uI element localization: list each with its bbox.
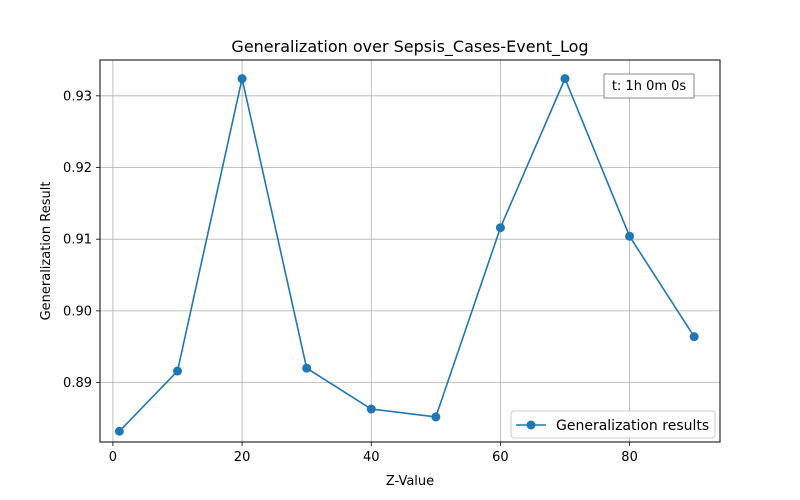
data-point <box>302 363 312 373</box>
y-tick-label: 0.91 <box>63 233 92 248</box>
y-tick-label: 0.92 <box>63 161 92 176</box>
legend-box <box>510 410 716 439</box>
data-point <box>560 74 570 84</box>
data-point <box>689 332 699 342</box>
time-annotation: t: 1h 0m 0s <box>603 73 695 99</box>
legend-marker-swatch <box>526 420 536 430</box>
data-point <box>495 223 505 233</box>
data-point <box>114 426 124 436</box>
x-tick-label: 60 <box>492 450 509 465</box>
series <box>114 74 699 436</box>
annotation-box <box>603 73 695 99</box>
series-line <box>118 77 695 432</box>
y-tick-label: 0.93 <box>63 89 92 104</box>
data-point <box>173 366 182 376</box>
x-tick-label: 80 <box>621 450 638 465</box>
annotation-text: t: 1h 0m 0s <box>612 79 687 94</box>
axis-ticks: 0 20 40 60 80 0.89 0.90 0.91 0.92 0.93 <box>63 89 638 465</box>
x-tick-label: 0 <box>109 450 117 465</box>
data-point <box>625 231 635 241</box>
data-point <box>431 412 441 422</box>
legend: Generalization results <box>510 410 716 439</box>
data-point <box>237 74 247 84</box>
legend-entry-label: Generalization results <box>556 418 709 434</box>
x-tick-label: 40 <box>363 450 380 465</box>
chart-title: Generalization over Sepsis_Cases-Event_L… <box>231 37 588 57</box>
data-point <box>366 404 376 414</box>
x-tick-label: 20 <box>234 450 251 465</box>
y-tick-label: 0.89 <box>63 376 92 391</box>
plot-frame <box>99 59 721 443</box>
y-axis-label: Generalization Result <box>39 182 54 321</box>
x-axis-label: Z-Value <box>386 474 434 489</box>
y-tick-label: 0.90 <box>63 304 92 319</box>
